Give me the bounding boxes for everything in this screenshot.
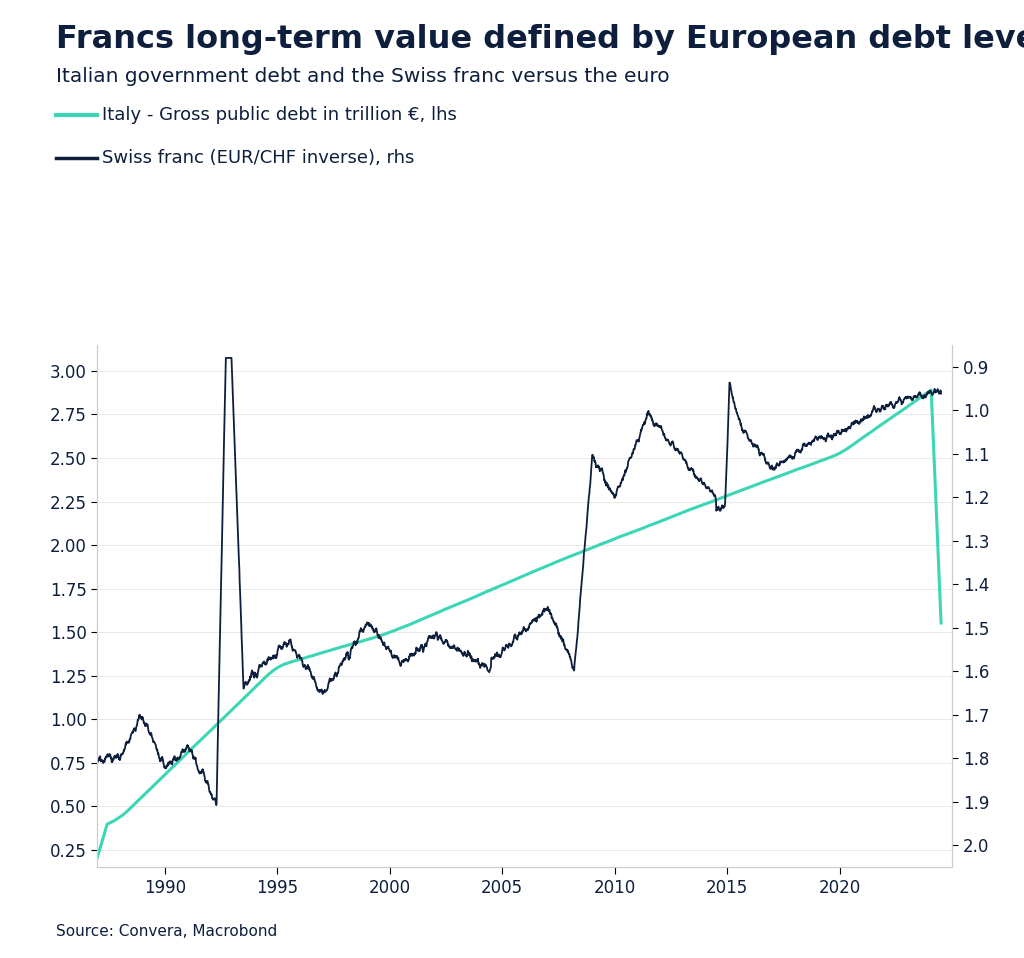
Text: Source: Convera, Macrobond: Source: Convera, Macrobond (56, 924, 278, 939)
Text: Italy - Gross public debt in trillion €, lhs: Italy - Gross public debt in trillion €,… (102, 106, 458, 124)
Text: Italian government debt and the Swiss franc versus the euro: Italian government debt and the Swiss fr… (56, 67, 670, 86)
Text: Francs long-term value defined by European debt levels?: Francs long-term value defined by Europe… (56, 24, 1024, 55)
Text: Swiss franc (EUR/CHF inverse), rhs: Swiss franc (EUR/CHF inverse), rhs (102, 149, 415, 167)
